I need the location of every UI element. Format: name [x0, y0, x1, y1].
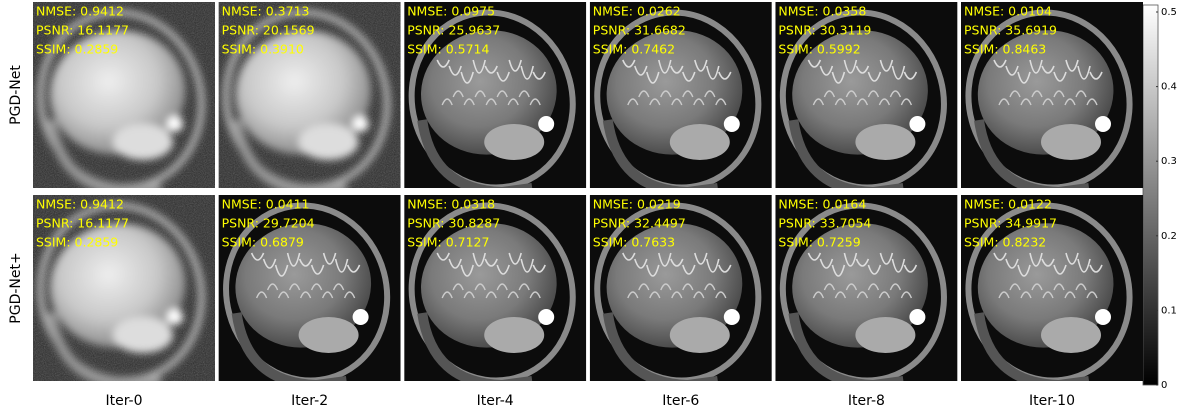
metric-nmse: NMSE: 0.0411 [222, 197, 310, 212]
column-label: Iter-4 [477, 393, 514, 409]
mri-image: NMSE: 0.0262 PSNR: 31.6682 SSIM: 0.7462 [578, 0, 778, 206]
mri-image: NMSE: 0.0104 PSNR: 35.6919 SSIM: 0.8463 [949, 0, 1149, 206]
column-label: Iter-0 [105, 393, 142, 409]
metric-psnr: PSNR: 16.1177 [36, 216, 129, 231]
eye [538, 309, 554, 325]
column-label: Iter-8 [848, 393, 885, 409]
column-label: Iter-10 [1029, 393, 1075, 409]
cerebellum [670, 317, 730, 353]
cerebellum [484, 124, 544, 160]
metric-ssim: SSIM: 0.6879 [222, 235, 304, 250]
eye [1095, 309, 1111, 325]
cerebellum [113, 317, 173, 353]
metric-psnr: PSNR: 32.4497 [593, 216, 686, 231]
mri-image: NMSE: 0.0358 PSNR: 30.3119 SSIM: 0.5992 [763, 0, 963, 206]
mri-image: NMSE: 0.0318 PSNR: 30.8287 SSIM: 0.7127 [392, 187, 592, 398]
colorbar-tick-label: 0.3 [1161, 156, 1177, 167]
metric-psnr: PSNR: 20.1569 [222, 23, 315, 38]
metric-nmse: NMSE: 0.0975 [407, 4, 495, 19]
colorbar [1143, 5, 1158, 385]
metric-nmse: NMSE: 0.3713 [222, 4, 310, 19]
metric-nmse: NMSE: 0.0219 [593, 197, 681, 212]
colorbar-tick-label: 0.4 [1161, 82, 1177, 93]
metric-psnr: PSNR: 31.6682 [593, 23, 686, 38]
cerebellum [299, 317, 359, 353]
metric-ssim: SSIM: 0.7462 [593, 42, 675, 57]
metric-ssim: SSIM: 0.2859 [36, 235, 118, 250]
metric-nmse: NMSE: 0.0104 [964, 4, 1052, 19]
cerebellum [1041, 317, 1101, 353]
metric-psnr: PSNR: 33.7054 [778, 216, 871, 231]
metric-nmse: NMSE: 0.0122 [964, 197, 1052, 212]
metric-ssim: SSIM: 0.7127 [407, 235, 489, 250]
colorbar-tick-label: 0.1 [1161, 305, 1177, 316]
eye [353, 309, 369, 325]
row-label: PGD-Net [8, 65, 24, 125]
metric-nmse: NMSE: 0.9412 [36, 197, 124, 212]
eye [909, 309, 925, 325]
metric-ssim: SSIM: 0.3910 [222, 42, 304, 57]
metric-ssim: SSIM: 0.8463 [964, 42, 1046, 57]
eye [167, 309, 183, 325]
cerebellum [299, 124, 359, 160]
metric-ssim: SSIM: 0.5714 [407, 42, 489, 57]
mri-image: NMSE: 0.9412 PSNR: 16.1177 SSIM: 0.2859 [21, 187, 221, 398]
metric-nmse: NMSE: 0.0318 [407, 197, 495, 212]
metric-ssim: SSIM: 0.5992 [778, 42, 860, 57]
metric-ssim: SSIM: 0.7259 [778, 235, 860, 250]
metric-psnr: PSNR: 35.6919 [964, 23, 1057, 38]
metric-psnr: PSNR: 30.8287 [407, 216, 500, 231]
colorbar-tick-label: 0.5 [1161, 7, 1177, 18]
metric-ssim: SSIM: 0.2859 [36, 42, 118, 57]
colorbar-tick-label: 0 [1161, 380, 1167, 391]
metric-nmse: NMSE: 0.9412 [36, 4, 124, 19]
eye [724, 309, 740, 325]
mri-image: NMSE: 0.0122 PSNR: 34.9917 SSIM: 0.8232 [949, 187, 1149, 398]
cerebellum [113, 124, 173, 160]
cerebellum [1041, 124, 1101, 160]
column-label: Iter-2 [291, 393, 328, 409]
metric-nmse: NMSE: 0.0164 [778, 197, 866, 212]
cerebellum [855, 317, 915, 353]
eye [909, 116, 925, 132]
metric-psnr: PSNR: 34.9917 [964, 216, 1057, 231]
mri-image: NMSE: 0.0164 PSNR: 33.7054 SSIM: 0.7259 [763, 187, 963, 398]
row-label: PGD-Net+ [8, 252, 24, 323]
eye [1095, 116, 1111, 132]
metric-nmse: NMSE: 0.0262 [593, 4, 681, 19]
column-label: Iter-6 [662, 393, 699, 409]
cerebellum [484, 317, 544, 353]
colorbar-tick-label: 0.2 [1161, 231, 1177, 242]
metric-ssim: SSIM: 0.8232 [964, 235, 1046, 250]
eye [538, 116, 554, 132]
mri-image: NMSE: 0.0219 PSNR: 32.4497 SSIM: 0.7633 [578, 187, 778, 398]
eye [353, 116, 369, 132]
cerebellum [670, 124, 730, 160]
figure: PGD-Net NMSE: 0.9412 PSNR: 16.1177 SSIM: 0.… [0, 0, 1180, 414]
mri-image: NMSE: 0.0975 PSNR: 25.9637 SSIM: 0.5714 [392, 0, 592, 206]
cerebellum [855, 124, 915, 160]
metric-nmse: NMSE: 0.0358 [778, 4, 866, 19]
metric-psnr: PSNR: 16.1177 [36, 23, 129, 38]
metric-psnr: PSNR: 29.7204 [222, 216, 315, 231]
mri-image: NMSE: 0.3713 PSNR: 20.1569 SSIM: 0.3910 [207, 0, 407, 206]
mri-image: NMSE: 0.0411 PSNR: 29.7204 SSIM: 0.6879 [207, 187, 407, 398]
mri-image: NMSE: 0.9412 PSNR: 16.1177 SSIM: 0.2859 [21, 0, 221, 206]
metric-psnr: PSNR: 30.3119 [778, 23, 871, 38]
metric-psnr: PSNR: 25.9637 [407, 23, 500, 38]
eye [724, 116, 740, 132]
eye [167, 116, 183, 132]
metric-ssim: SSIM: 0.7633 [593, 235, 675, 250]
